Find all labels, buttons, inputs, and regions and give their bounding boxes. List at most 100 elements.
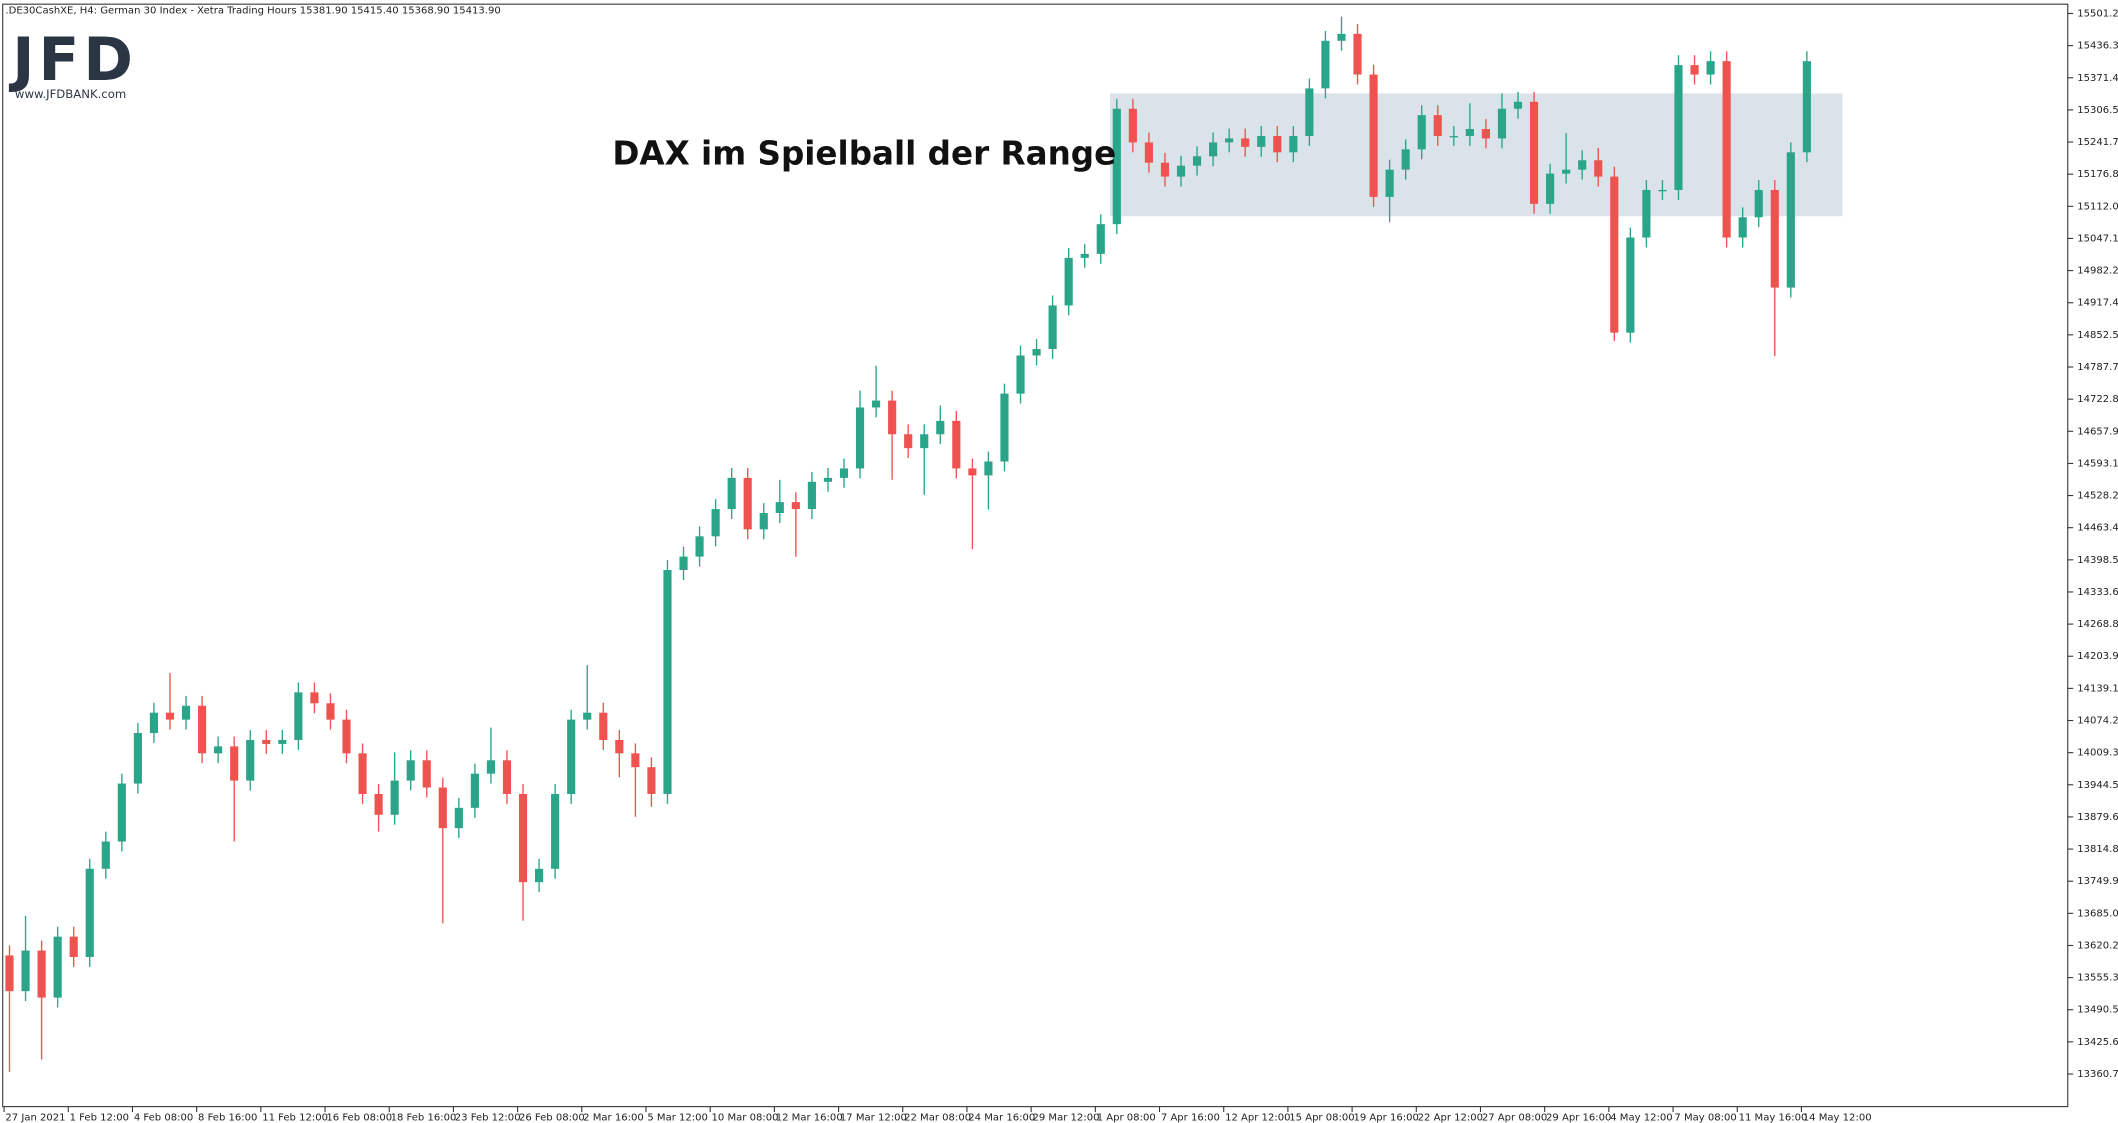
candle-body <box>823 477 833 482</box>
candle-body <box>888 400 897 435</box>
y-tick-label: 14657.99 <box>2077 426 2118 437</box>
x-tick-label: 10 Mar 08:00 <box>712 1112 779 1123</box>
candle-body <box>920 434 929 449</box>
candle-body <box>1674 65 1683 190</box>
y-tick-label: 13944.53 <box>2077 780 2118 791</box>
candle-body <box>872 400 881 408</box>
candle-body <box>647 767 656 794</box>
y-tick-label: 14722.85 <box>2077 394 2118 405</box>
candle-body <box>53 936 62 998</box>
candle-body <box>791 502 800 510</box>
candle-body <box>198 705 207 754</box>
candle-body <box>1658 189 1667 192</box>
candle-body <box>1706 61 1715 75</box>
candle-body <box>551 793 560 869</box>
candle-body <box>69 936 78 957</box>
candle-body <box>1064 257 1073 306</box>
candle-body <box>1112 108 1121 225</box>
candle-body <box>936 420 945 435</box>
candle-body <box>422 760 431 788</box>
candle-body <box>1562 169 1571 174</box>
candle-body <box>1176 165 1186 177</box>
candle-body <box>1160 162 1170 177</box>
candle-body <box>1209 142 1218 157</box>
x-tick-label: 12 Mar 16:00 <box>776 1112 843 1123</box>
candle-body <box>583 712 592 720</box>
candle-body <box>1642 189 1651 238</box>
candle-body <box>342 719 351 754</box>
candle-body <box>310 692 319 704</box>
candle-body <box>1096 224 1105 254</box>
x-tick-label: 4 May 12:00 <box>1610 1112 1672 1123</box>
candle-body <box>1144 142 1153 163</box>
candle-body <box>149 712 159 734</box>
y-tick-label: 13685.09 <box>2077 908 2118 919</box>
y-tick-label: 13814.81 <box>2077 844 2118 855</box>
candle-body <box>695 536 704 557</box>
x-tick-label: 2 Mar 16:00 <box>583 1112 644 1123</box>
x-tick-label: 4 Feb 08:00 <box>134 1112 193 1123</box>
candle-body <box>358 753 367 794</box>
candle-body <box>1401 149 1410 170</box>
y-tick-label: 13749.95 <box>2077 876 2118 887</box>
x-tick-label: 15 Apr 08:00 <box>1289 1112 1354 1123</box>
candle-body <box>390 780 399 815</box>
candle-body <box>326 703 335 720</box>
candle-body <box>839 468 849 478</box>
x-tick-label: 27 Jan 2021 <box>5 1112 65 1123</box>
x-tick-label: 29 Mar 12:00 <box>1032 1112 1099 1123</box>
y-tick-label: 14982.29 <box>2077 266 2118 277</box>
x-tick-label: 18 Feb 16:00 <box>391 1112 457 1123</box>
candle-body <box>855 407 865 469</box>
candle-body <box>567 719 576 794</box>
y-tick-label: 13555.37 <box>2077 973 2118 984</box>
x-tick-label: 7 Apr 16:00 <box>1161 1112 1220 1123</box>
candle-body <box>502 760 512 794</box>
y-tick-label: 14852.57 <box>2077 330 2118 341</box>
y-tick-label: 14593.13 <box>2077 458 2118 469</box>
candle-body <box>37 950 46 998</box>
candle-body <box>85 868 94 957</box>
candle-body <box>1481 129 1490 139</box>
candles-layer <box>5 16 1811 1072</box>
x-tick-label: 22 Mar 08:00 <box>904 1112 971 1123</box>
y-tick-label: 14463.41 <box>2077 523 2118 534</box>
y-tick-label: 13879.67 <box>2077 812 2118 823</box>
y-tick-label: 14528.27 <box>2077 491 2118 502</box>
candle-body <box>1802 61 1811 153</box>
x-tick-label: 7 May 08:00 <box>1674 1112 1736 1123</box>
candle-body <box>214 746 223 754</box>
candle-body <box>1626 237 1635 333</box>
candle-body <box>984 461 993 476</box>
x-tick-label: 17 Mar 12:00 <box>840 1112 907 1123</box>
candle-body <box>1385 169 1394 197</box>
candle-body <box>294 692 303 740</box>
candle-body <box>1080 253 1089 258</box>
candle-body <box>1016 355 1025 394</box>
candle-body <box>1000 393 1009 462</box>
y-tick-label: 14398.55 <box>2077 555 2118 566</box>
candle-body <box>535 868 544 883</box>
y-tick-label: 14074.25 <box>2077 716 2118 727</box>
x-tick-label: 19 Apr 16:00 <box>1353 1112 1418 1123</box>
candle-body <box>807 481 816 510</box>
candle-body <box>775 502 784 514</box>
candle-body <box>117 783 126 842</box>
candle-body <box>1128 108 1137 143</box>
plot-frame <box>2 3 2069 1108</box>
candle-body <box>1594 160 1603 177</box>
x-tick-label: 11 Feb 12:00 <box>262 1112 328 1123</box>
x-tick-label: 8 Feb 16:00 <box>198 1112 257 1123</box>
candle-body <box>1369 74 1378 197</box>
candle-body <box>727 477 736 510</box>
candle-body <box>1754 189 1763 218</box>
candle-body <box>1497 108 1507 139</box>
y-tick-label: 15047.15 <box>2077 233 2118 244</box>
y-tick-label: 15306.59 <box>2077 105 2118 116</box>
y-tick-label: 14139.11 <box>2077 683 2118 694</box>
candle-body <box>1465 129 1474 136</box>
candle-body <box>1289 135 1298 153</box>
x-tick-label: 26 Feb 08:00 <box>519 1112 585 1123</box>
candle-body <box>262 739 271 744</box>
